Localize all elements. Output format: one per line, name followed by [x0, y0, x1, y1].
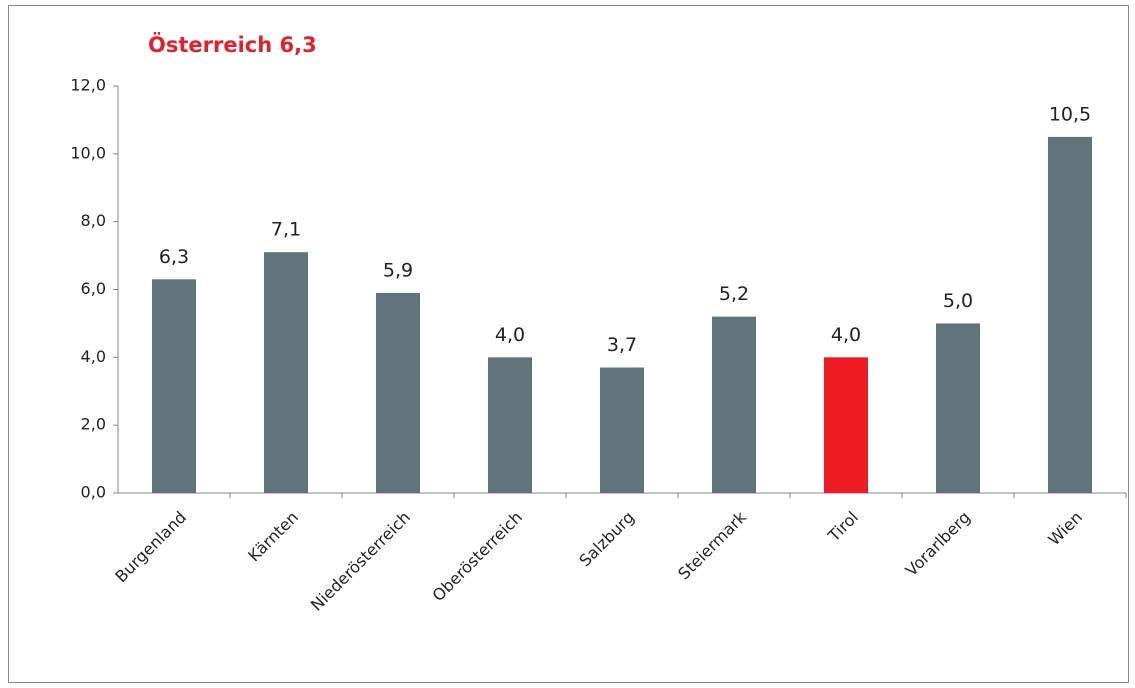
y-tick-label: 2,0: [81, 415, 106, 434]
bar: [824, 357, 868, 493]
value-label: 10,5: [1049, 103, 1091, 125]
bar: [1048, 136, 1092, 493]
y-tick-label: 8,0: [81, 211, 106, 230]
bar: [152, 279, 196, 493]
y-tick-label: 10,0: [70, 143, 106, 162]
bar: [376, 292, 420, 493]
chart-title: Österreich 6,3: [148, 32, 317, 57]
y-tick-label: 4,0: [81, 347, 106, 366]
bar: [488, 357, 532, 493]
value-label: 7,1: [271, 219, 301, 241]
bar: [600, 367, 644, 493]
bar: [264, 252, 308, 493]
bar: [712, 316, 756, 493]
y-tick-label: 6,0: [81, 279, 106, 298]
value-label: 5,2: [719, 283, 749, 305]
y-tick-label: 0,0: [81, 483, 106, 502]
y-tick-label: 12,0: [70, 76, 106, 95]
value-label: 5,0: [943, 290, 973, 312]
value-label: 3,7: [607, 334, 637, 356]
value-label: 6,3: [159, 246, 189, 268]
value-label: 4,0: [495, 324, 525, 346]
bar: [936, 323, 980, 493]
value-label: 4,0: [831, 324, 861, 346]
value-label: 5,9: [383, 259, 413, 281]
